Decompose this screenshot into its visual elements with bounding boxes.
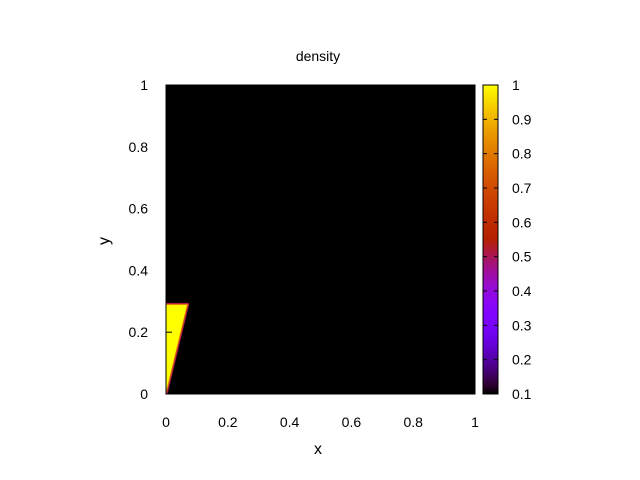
colorbar-ticks: 0.1 0.2 0.3 0.4 0.5 0.6 0.7 0.8 0.9 1 [483,77,532,402]
y-tick-label: 0.2 [129,324,149,340]
density-background [166,85,475,394]
x-tick-label: 0.4 [280,414,300,430]
colorbar-gradient [482,84,499,395]
x-axis: 0 0.2 0.4 0.6 0.8 1 [162,85,479,430]
x-tick-label: 1 [471,414,479,430]
x-tick-label: 0.8 [403,414,423,430]
time-unit: s [394,90,401,105]
x-tick-label: 0.2 [218,414,238,430]
colorbar-tick-label: 0.4 [512,283,532,299]
y-axis-label: y [96,237,113,245]
colorbar-tick-label: 0.8 [512,146,532,162]
density-region-0 [166,303,189,394]
y-axis: 0 0.2 0.4 0.6 0.8 1 [129,77,475,402]
time-annotation: time = 0.00000000 s [240,90,401,105]
colorbar-tick-label: 0.7 [512,180,532,196]
y-tick-label: 0.8 [129,139,149,155]
colorbar: 0.1 0.2 0.3 0.4 0.5 0.6 0.7 0.8 0.9 1 [482,77,532,402]
plot-area [165,84,476,395]
y-tick-label: 1 [140,77,148,93]
colorbar-tick-label: 0.5 [512,249,532,265]
chart-title: density [296,48,340,64]
colorbar-tick-label: 0.6 [512,214,532,230]
plot-frame [165,84,476,395]
y-tick-label: 0 [140,386,148,402]
y-tick-label: 0.6 [129,201,149,217]
colorbar-tick-label: 0.2 [512,352,532,368]
x-tick-label: 0.6 [342,414,362,430]
time-label: time = [240,90,276,105]
colorbar-tick-label: 0.1 [512,386,532,402]
y-tick-label: 0.4 [129,262,149,278]
time-value: 0.00000000 [282,90,351,105]
x-tick-label: 0 [162,414,170,430]
colorbar-tick-label: 0.9 [512,111,532,127]
colorbar-tick-label: 0.3 [512,317,532,333]
x-axis-label: x [314,441,322,458]
colorbar-tick-label: 1 [512,77,520,93]
